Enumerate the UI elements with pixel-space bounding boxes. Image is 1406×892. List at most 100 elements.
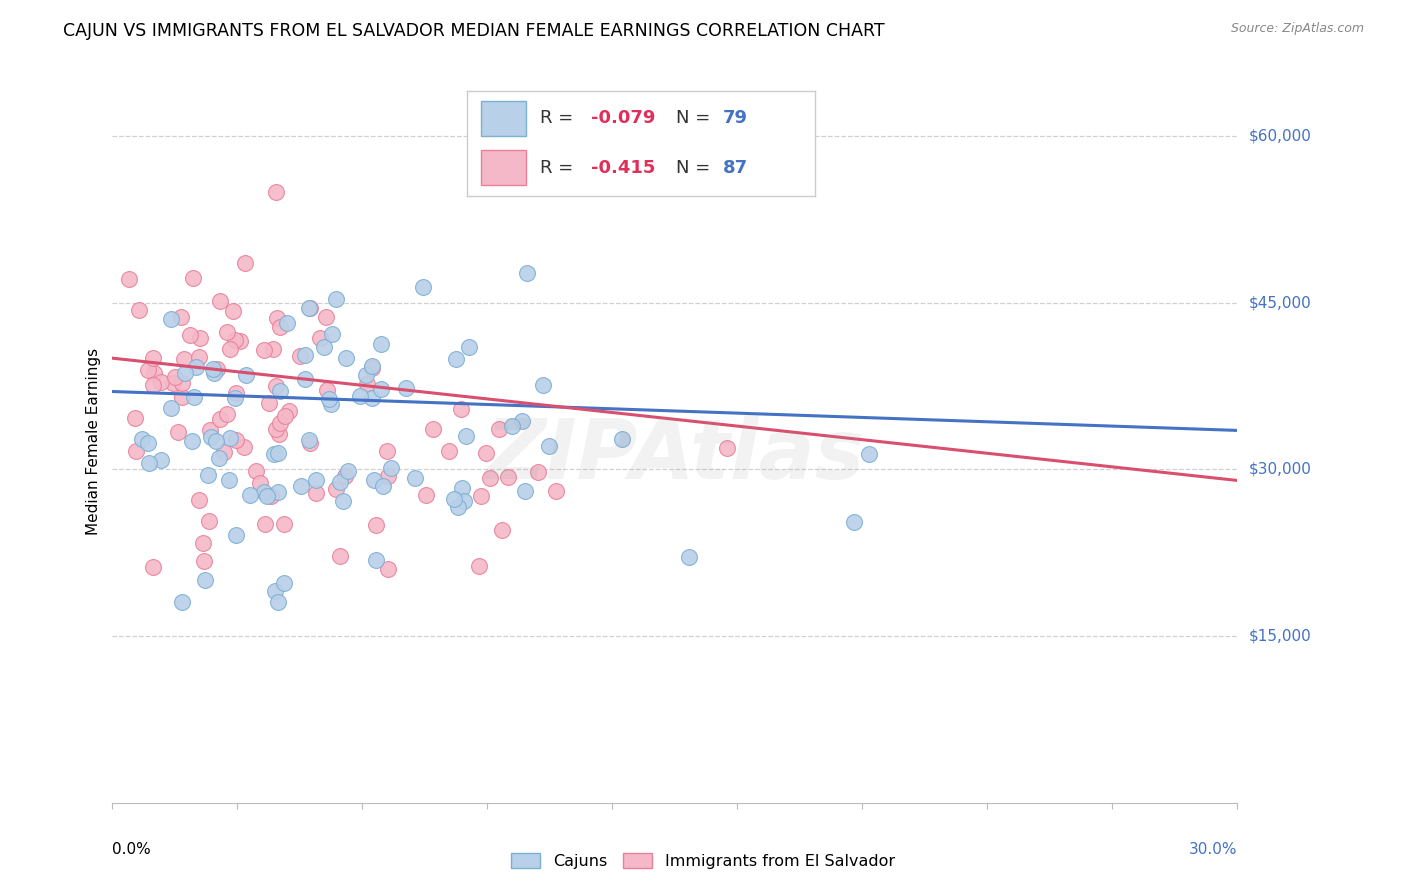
Point — [332, 494, 354, 508]
Point — [364, 518, 387, 533]
Point — [124, 444, 146, 458]
Point — [138, 456, 160, 470]
Point — [496, 469, 519, 483]
Text: $45,000: $45,000 — [1249, 295, 1312, 310]
Point — [377, 469, 399, 483]
Point — [380, 460, 402, 475]
Point — [501, 419, 523, 434]
Point — [336, 464, 359, 478]
Point — [288, 349, 311, 363]
Point — [208, 450, 231, 465]
Point — [200, 430, 222, 444]
Point — [290, 479, 312, 493]
Point — [264, 379, 287, 393]
Point — [217, 407, 239, 421]
Point — [219, 431, 242, 445]
Point — [263, 584, 285, 599]
Point — [197, 468, 219, 483]
Point — [188, 493, 211, 508]
Point — [304, 486, 326, 500]
Point — [510, 414, 533, 428]
Point — [356, 376, 378, 391]
Point — [298, 301, 321, 315]
Point — [225, 528, 247, 542]
Point — [269, 320, 291, 334]
Point — [513, 483, 536, 498]
Point — [172, 595, 194, 609]
Point — [354, 368, 377, 382]
Point — [329, 549, 352, 563]
Point — [294, 372, 316, 386]
Point — [150, 375, 173, 389]
Point — [202, 366, 225, 380]
Point — [309, 331, 332, 345]
Point — [266, 311, 288, 326]
Point — [842, 515, 865, 529]
Point — [325, 483, 347, 497]
Point — [370, 336, 392, 351]
Point — [245, 464, 267, 478]
Point — [273, 517, 295, 532]
Point — [224, 333, 246, 347]
Point — [165, 369, 187, 384]
Point — [124, 411, 146, 425]
Point — [249, 475, 271, 490]
Point — [173, 351, 195, 366]
Point — [172, 390, 194, 404]
Point — [276, 316, 298, 330]
Point — [335, 351, 357, 365]
Point — [315, 384, 337, 398]
Point — [447, 500, 470, 515]
Point — [254, 517, 277, 532]
Point — [170, 310, 193, 325]
Point — [538, 439, 561, 453]
Point — [475, 446, 498, 460]
Point — [181, 434, 204, 449]
Point — [143, 366, 166, 380]
Point — [546, 483, 568, 498]
Point — [335, 469, 357, 483]
Point — [412, 280, 434, 294]
Point — [131, 432, 153, 446]
Point — [298, 435, 321, 450]
Point — [298, 301, 321, 316]
Point — [201, 362, 224, 376]
Point — [219, 343, 242, 357]
Point — [138, 435, 160, 450]
Point — [181, 271, 204, 285]
Point — [444, 351, 467, 366]
Point — [488, 422, 510, 436]
Point — [858, 447, 880, 461]
Point — [415, 488, 437, 502]
Point — [422, 423, 444, 437]
Point — [360, 359, 382, 373]
Point — [443, 492, 465, 507]
Point — [208, 294, 231, 309]
Point — [371, 479, 394, 493]
Point — [450, 482, 472, 496]
Point — [198, 514, 221, 528]
Point — [363, 473, 385, 487]
Point — [312, 340, 335, 354]
Point — [264, 422, 287, 436]
Point — [257, 395, 280, 409]
Point — [349, 389, 371, 403]
Point — [453, 494, 475, 508]
Point — [277, 404, 299, 418]
Point — [318, 392, 340, 406]
Point — [395, 380, 418, 394]
Point — [142, 377, 165, 392]
Point — [364, 552, 387, 566]
Point — [325, 292, 347, 306]
Point — [235, 368, 257, 382]
Point — [187, 350, 209, 364]
Text: Source: ZipAtlas.com: Source: ZipAtlas.com — [1230, 22, 1364, 36]
Point — [527, 465, 550, 479]
Text: $30,000: $30,000 — [1249, 462, 1312, 477]
Point — [315, 310, 337, 324]
Point — [263, 447, 285, 461]
Point — [361, 391, 384, 405]
Point — [439, 444, 461, 458]
Point — [267, 485, 290, 500]
Point — [267, 446, 290, 460]
